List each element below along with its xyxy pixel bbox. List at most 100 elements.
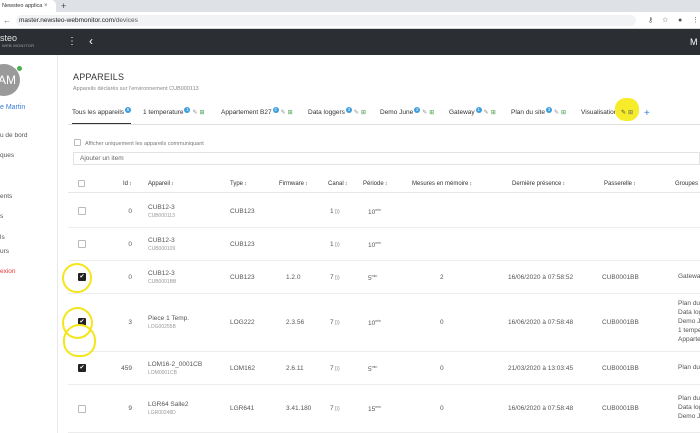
sidebar-item-graphs[interactable]: ques [0, 152, 15, 159]
url-field[interactable]: master.newsteo-webmonitor.com/devices [16, 15, 636, 26]
table-row[interactable]: 0 CUB12-3 CUB000113 CUB123 1))) 10min [68, 195, 700, 228]
browser-tab[interactable]: Newsteo applica × [0, 0, 56, 12]
table-row[interactable]: ✔ 459 LOM16-2_0001CB LOM0001CB LOM162 2.6.11 7… [68, 352, 700, 385]
key-icon[interactable]: ⚷ [648, 17, 654, 24]
user-name[interactable]: e Martin [0, 104, 26, 111]
sidebar-item-dashboard[interactable]: u de bord [0, 132, 28, 139]
device-id: 0 [128, 241, 132, 248]
export-icon[interactable]: ⊞ [429, 110, 435, 116]
export-icon[interactable]: ⊞ [628, 110, 634, 116]
col-groups[interactable]: Groupes [675, 181, 699, 187]
col-gateway[interactable]: Passerelle↕ [604, 181, 636, 187]
more-menu-icon[interactable]: ⋮ [67, 36, 77, 47]
signal-icon: ))) [334, 209, 340, 215]
tab-plan-du-site[interactable]: Plan du site 3✎ ⊞ [511, 103, 566, 124]
tab-visualisation[interactable]: Visualisation [581, 103, 617, 124]
device-name[interactable]: CUB12-3 [148, 270, 175, 277]
tab-gateway[interactable]: Gateway 1✎ ⊞ [449, 103, 496, 124]
export-icon[interactable]: ⊞ [360, 110, 366, 116]
browser-menu-icon[interactable]: ⋮ [692, 17, 699, 24]
row-checkbox[interactable]: ✔ [78, 364, 86, 372]
tab-1-temperature[interactable]: 1 temperature 1✎ ⊞ [143, 103, 205, 124]
sidebar-item-reports[interactable]: s [0, 213, 4, 220]
device-serial: CUB000109 [148, 246, 176, 252]
edit-icon[interactable]: ✎ [483, 110, 489, 116]
tab-label: 1 temperature [143, 109, 184, 116]
device-type: CUB123 [230, 208, 255, 215]
checkbox[interactable] [74, 139, 81, 146]
signal-icon: ))) [334, 320, 340, 326]
add-tab-button[interactable]: + [644, 108, 650, 119]
count-badge: 1 [475, 107, 482, 113]
sidebar-item-events[interactable]: ents [0, 193, 13, 200]
device-id: 0 [128, 208, 132, 215]
device-period: 10min [368, 208, 381, 216]
col-firmware[interactable]: Firmware↕ [279, 181, 308, 187]
edit-icon[interactable]: ✎ [280, 110, 286, 116]
device-name[interactable]: Piece 1 Temp. [148, 315, 190, 322]
device-type: LOM162 [230, 365, 255, 372]
group-tabs: Tous les appareils 6 1 temperature 1✎ ⊞ App… [68, 98, 700, 125]
device-memory: 0 [440, 405, 444, 412]
device-serial: LOM0001CB [148, 370, 177, 376]
select-all-checkbox[interactable] [78, 180, 85, 187]
export-icon[interactable]: ⊞ [287, 110, 293, 116]
edit-icon[interactable]: ✎ [621, 110, 627, 116]
device-name[interactable]: LGR64 Salle2 [148, 401, 189, 408]
highlight-annotation [615, 98, 639, 121]
star-icon[interactable]: ☆ [662, 17, 669, 24]
only-communicating-toggle[interactable]: Afficher uniquement les appareils commun… [74, 139, 204, 147]
user-menu-initial[interactable]: M [690, 37, 698, 47]
device-group: Gatewa [678, 273, 700, 280]
col-id[interactable]: Id↕ [123, 181, 132, 187]
row-checkbox[interactable] [78, 405, 86, 413]
new-tab-button[interactable]: + [61, 1, 67, 11]
edit-icon[interactable]: ✎ [353, 110, 359, 116]
profile-icon[interactable]: ● [678, 17, 683, 24]
col-channel[interactable]: Canal↕ [328, 181, 348, 187]
tab-all-devices[interactable]: Tous les appareils 6 [72, 103, 132, 124]
row-checkbox[interactable] [78, 240, 86, 248]
device-name[interactable]: LOM16-2_0001CB [148, 361, 203, 368]
back-chevron-icon[interactable]: ‹ [89, 34, 93, 48]
device-memory: 0 [440, 319, 444, 326]
sidebar-item-devices[interactable]: ls [0, 234, 5, 241]
url-path: /devices [114, 17, 138, 24]
device-group: Plan du [678, 364, 700, 371]
device-type: CUB123 [230, 241, 255, 248]
export-icon[interactable]: ⊞ [561, 110, 567, 116]
count-badge: 3 [345, 107, 352, 113]
device-name[interactable]: CUB12-3 [148, 237, 175, 244]
table-row[interactable]: ✔ 0 CUB12-3 CUB0001BB CUB123 1.2.0 7))) 5min 2 16… [68, 261, 700, 294]
table-row[interactable]: 9 LGR64 Salle2 LGR00248D LGR641 3.41.180 7)))… [68, 385, 700, 433]
device-firmware: 2.3.56 [286, 319, 305, 326]
edit-icon[interactable]: ✎ [553, 110, 559, 116]
sidebar-item-users[interactable]: urs [0, 248, 10, 255]
col-memory[interactable]: Mesures en mémoire↕ [412, 181, 473, 187]
back-arrow-icon[interactable]: ← [3, 16, 11, 25]
add-item-input[interactable] [73, 152, 700, 165]
export-icon[interactable]: ⊞ [199, 110, 205, 116]
device-serial: LGR00248D [148, 410, 176, 416]
table-row[interactable]: 0 CUB12-3 CUB000109 CUB123 1))) 10min [68, 228, 700, 261]
export-icon[interactable]: ⊞ [490, 110, 496, 116]
sidebar-item-logout[interactable]: exion [0, 268, 16, 275]
edit-icon[interactable]: ✎ [192, 110, 198, 116]
avatar[interactable]: AM [0, 64, 20, 96]
edit-icon[interactable]: ✎ [422, 110, 428, 116]
device-name[interactable]: CUB12-3 [148, 204, 175, 211]
col-last-seen[interactable]: Dernière présence↕ [512, 181, 566, 187]
close-tab-icon[interactable]: × [44, 3, 48, 9]
highlight-annotation [63, 324, 96, 357]
device-period: 15min [368, 405, 381, 413]
tab-demo-june[interactable]: Demo June 2✎ ⊞ [380, 103, 434, 124]
device-id: 459 [121, 365, 132, 372]
signal-icon: ))) [334, 242, 340, 248]
tab-appartement-b27[interactable]: Appartement B27 2✎ ⊞ [221, 103, 293, 124]
table-row[interactable]: ✔ 3 Piece 1 Temp. LOG00255B LOG222 2.3.56 7)))… [68, 294, 700, 352]
col-period[interactable]: Période↕ [363, 181, 388, 187]
col-type[interactable]: Type↕ [230, 181, 247, 187]
row-checkbox[interactable] [78, 207, 86, 215]
col-device[interactable]: Appareil↕ [148, 181, 174, 187]
tab-data-loggers[interactable]: Data loggers 3✎ ⊞ [308, 103, 366, 124]
